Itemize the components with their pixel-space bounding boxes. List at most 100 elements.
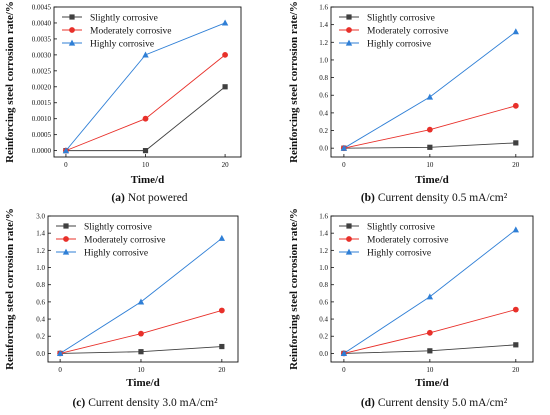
- legend-label: Moderately corrosive: [367, 236, 449, 246]
- panel-caption: (a) Not powered: [111, 192, 187, 204]
- y-tick-label: 0.6: [36, 298, 45, 306]
- y-tick-label: 0.6: [319, 298, 328, 306]
- legend-marker: [69, 27, 75, 33]
- caption-text: Current density 0.5 mA/cm²: [378, 192, 508, 204]
- data-point: [218, 234, 226, 241]
- y-tick-label: 0.0035: [32, 35, 52, 43]
- y-tick-label: 0.4: [319, 316, 328, 324]
- panel-caption: (d) Current density 5.0 mA/cm²: [361, 397, 508, 409]
- data-point: [427, 144, 433, 150]
- y-tick-label: 1.6: [319, 213, 328, 221]
- legend-marker: [63, 236, 69, 242]
- x-tick-label: 10: [426, 161, 434, 169]
- caption-text: Current density 5.0 mA/cm²: [378, 397, 508, 409]
- x-axis-label: Time/d: [415, 377, 448, 389]
- data-point: [218, 307, 225, 314]
- y-axis-label: Reinforcing steel corrosion rate/%: [288, 208, 300, 370]
- y-tick-label: 1.0: [319, 56, 328, 64]
- data-point: [512, 28, 520, 35]
- y-tick-label: 0.0000: [32, 147, 52, 155]
- chart-panel-3: 0.0 0.2 0.4 0.6 0.8 1.0 1.2 1.4 1.6 0 10 20 Slightly…: [288, 208, 534, 409]
- y-tick-label: 0.2: [319, 127, 328, 135]
- x-axis-label: Time/d: [131, 174, 164, 186]
- legend-marker: [346, 27, 352, 33]
- data-point: [512, 102, 519, 109]
- caption-label: (d): [361, 397, 375, 409]
- data-point: [221, 19, 229, 26]
- caption-text: Current density 3.0 mA/cm²: [88, 397, 218, 409]
- x-tick-label: 0: [342, 161, 346, 169]
- y-tick-label: 0.8: [36, 281, 45, 289]
- data-point: [142, 51, 149, 58]
- legend-label: Slightly corrosive: [367, 14, 435, 24]
- y-tick-label: 0.0005: [32, 131, 52, 139]
- x-tick-label: 10: [426, 366, 434, 374]
- legend-marker: [346, 223, 352, 229]
- data-point: [513, 140, 519, 146]
- data-point: [222, 51, 228, 58]
- y-tick-label: 0.4: [36, 316, 45, 324]
- caption-text: Not powered: [128, 192, 188, 204]
- y-tick-label: 1.0: [36, 264, 45, 272]
- x-tick-label: 20: [218, 366, 226, 374]
- x-tick-label: 20: [222, 161, 230, 169]
- y-tick-label: 1.4: [36, 230, 45, 238]
- y-axis-label: Reinforcing steel corrosion rate/%: [4, 208, 16, 370]
- x-tick-label: 10: [142, 161, 150, 169]
- legend-label: Slightly corrosive: [84, 223, 152, 233]
- y-tick-label: 1.2: [36, 247, 45, 255]
- legend-marker: [68, 39, 76, 46]
- y-axis-label: Reinforcing steel corrosion rate/%: [288, 1, 300, 163]
- x-tick-label: 10: [137, 366, 145, 374]
- legend-label: Moderately corrosive: [90, 27, 172, 37]
- legend-label: Highly corrosive: [90, 40, 154, 50]
- y-tick-label: 1.0: [319, 264, 328, 272]
- y-tick-label: 0.8: [319, 74, 328, 82]
- plot-frame: [47, 215, 239, 363]
- y-tick-label: 0.0: [319, 350, 328, 358]
- y-tick-label: 0.0040: [32, 19, 52, 27]
- x-axis-label: Time/d: [126, 377, 159, 389]
- data-point: [340, 350, 348, 357]
- x-tick-label: 20: [512, 366, 520, 374]
- legend-label: Highly corrosive: [367, 249, 431, 259]
- data-point: [426, 93, 434, 100]
- y-tick-label: 1.4: [319, 230, 328, 238]
- chart-panel-2: 0.0 0.2 0.4 0.6 0.8 1.0 1.2 1.4 3.0 0 10 20 Slightly…: [4, 208, 239, 409]
- legend-label: Highly corrosive: [367, 40, 431, 50]
- data-point: [138, 330, 144, 337]
- y-tick-label: 3.0: [36, 213, 45, 221]
- data-point: [142, 148, 149, 154]
- y-tick-label: 0.2: [36, 333, 45, 341]
- data-point: [142, 115, 149, 122]
- data-point: [427, 348, 433, 354]
- legend-marker: [345, 248, 353, 255]
- legend-marker: [62, 248, 70, 255]
- legend-label: Highly corrosive: [84, 249, 148, 259]
- x-tick-label: 0: [64, 161, 68, 169]
- y-tick-label: 0.2: [319, 333, 328, 341]
- caption-label: (a): [111, 192, 125, 204]
- y-tick-label: 0.0: [36, 350, 45, 358]
- legend-label: Slightly corrosive: [367, 223, 435, 233]
- panel-caption: (b) Current density 0.5 mA/cm²: [361, 192, 508, 204]
- y-tick-label: 0.0030: [32, 51, 52, 59]
- y-tick-label: 0.0: [319, 145, 328, 153]
- x-tick-label: 0: [342, 366, 346, 374]
- legend-marker: [346, 14, 352, 20]
- legend-marker: [69, 14, 75, 20]
- data-point: [56, 350, 64, 357]
- data-point: [62, 147, 70, 154]
- x-tick-label: 20: [512, 161, 520, 169]
- data-point: [137, 298, 145, 305]
- y-tick-label: 0.0045: [32, 4, 52, 12]
- caption-label: (c): [72, 397, 85, 409]
- legend-marker: [63, 223, 69, 229]
- legend-marker: [345, 39, 353, 46]
- legend-label: Moderately corrosive: [84, 236, 166, 246]
- data-point: [219, 343, 225, 350]
- legend-label: Moderately corrosive: [367, 27, 449, 37]
- data-point: [426, 126, 433, 133]
- y-tick-label: 1.4: [319, 21, 328, 29]
